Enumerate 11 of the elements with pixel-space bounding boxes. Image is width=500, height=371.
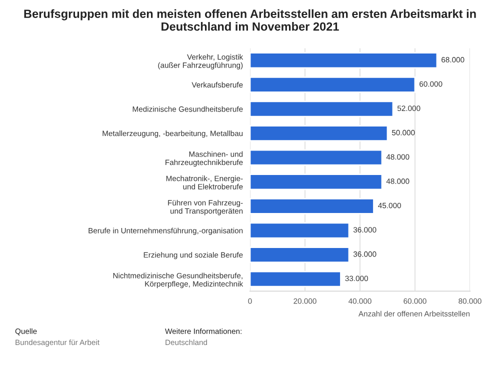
- bar: [250, 198, 374, 214]
- bar: [250, 246, 350, 264]
- chart-title: Berufsgruppen mit den meisten offenen Arbeitsstellen am ersten Arbeitsmarkt in Deutschland im November 2021: [24, 9, 476, 31]
- bar: [250, 174, 383, 190]
- bar: [250, 100, 394, 118]
- bar: [250, 270, 342, 288]
- bar: [250, 222, 350, 239]
- bar: [250, 149, 383, 166]
- bar: [250, 125, 388, 142]
- bar: [250, 52, 438, 69]
- bar: [250, 76, 416, 93]
